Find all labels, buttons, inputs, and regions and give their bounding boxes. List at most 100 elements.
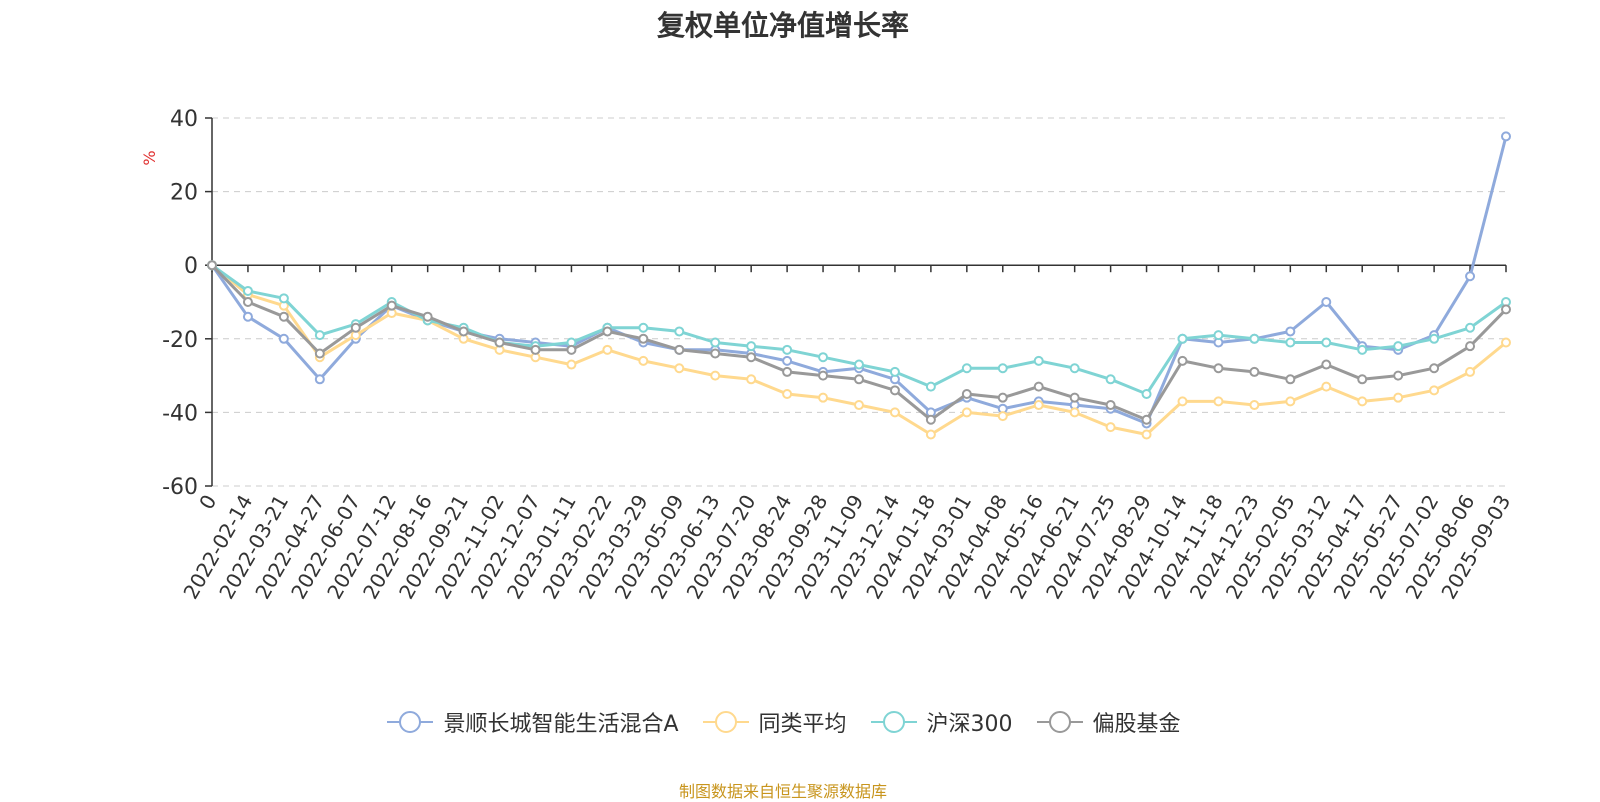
data-point-2	[1249, 333, 1260, 344]
legend: 景顺长城智能生活混合A 同类平均 沪深300 偏股基金	[0, 706, 1566, 738]
legend-label: 景顺长城智能生活混合A	[443, 712, 679, 737]
chart-title: 复权单位净值增长率	[656, 9, 909, 42]
y-tick-label: 0	[184, 254, 198, 279]
data-point-3	[782, 366, 793, 377]
data-point-3	[350, 322, 361, 333]
data-point-1	[1177, 396, 1188, 407]
data-point-1	[1321, 381, 1332, 392]
data-point-3	[1141, 414, 1152, 425]
line-chart: 40200-20-40-60%02022-02-142022-03-212022…	[140, 107, 1515, 603]
data-point-2	[1033, 355, 1044, 366]
data-point-0	[782, 355, 793, 366]
data-point-1	[889, 407, 900, 418]
data-point-1	[1213, 396, 1224, 407]
data-point-1	[566, 359, 577, 370]
data-point-1	[746, 374, 757, 385]
data-point-3	[1033, 381, 1044, 392]
data-point-0	[1321, 297, 1332, 307]
data-point-0	[242, 311, 253, 322]
data-point-2	[1177, 333, 1188, 344]
data-point-1	[1465, 366, 1476, 377]
legend-marker-icon	[702, 711, 749, 733]
data-point-3	[458, 326, 469, 337]
data-point-2	[710, 337, 721, 348]
data-point-2	[1357, 344, 1368, 355]
legend-item-2[interactable]: 沪深300	[869, 706, 1013, 738]
y-tick-label: -20	[162, 328, 198, 353]
data-point-2	[818, 352, 829, 363]
data-point-3	[818, 370, 829, 381]
legend-label: 偏股基金	[1092, 712, 1181, 737]
data-point-2	[1213, 330, 1224, 341]
data-point-1	[818, 392, 829, 403]
data-point-2	[961, 363, 972, 374]
data-point-2	[1465, 322, 1476, 333]
legend-item-0[interactable]: 景顺长城智能生活混合A	[385, 706, 679, 738]
data-point-2	[746, 341, 757, 352]
data-point-1	[1141, 429, 1152, 440]
data-point-2	[1069, 363, 1080, 374]
data-point-3	[1213, 363, 1224, 374]
data-point-3	[889, 385, 900, 396]
data-point-2	[997, 363, 1008, 374]
data-point-0	[278, 333, 289, 344]
data-point-3	[746, 352, 757, 363]
data-point-1	[674, 363, 685, 374]
y-tick-label: -40	[162, 401, 198, 426]
data-point-3	[386, 300, 397, 311]
data-point-3	[1465, 341, 1476, 352]
data-point-1	[1105, 422, 1116, 433]
data-point-3	[566, 344, 577, 355]
data-point-3	[1429, 363, 1440, 374]
data-point-3	[530, 344, 541, 355]
data-point-3	[710, 348, 721, 359]
data-point-0	[1465, 271, 1476, 282]
data-point-2	[782, 344, 793, 355]
legend-item-1[interactable]: 同类平均	[701, 706, 847, 738]
data-point-0	[1501, 131, 1511, 142]
data-point-2	[889, 366, 900, 377]
data-point-3	[1249, 366, 1260, 377]
data-point-2	[1141, 389, 1152, 399]
data-point-3	[207, 260, 217, 271]
data-point-2	[638, 322, 649, 333]
data-point-3	[1393, 370, 1404, 381]
legend-label: 沪深300	[926, 712, 1013, 737]
data-point-0	[1285, 326, 1296, 337]
data-point-2	[278, 293, 289, 304]
source-note: 制图数据来自恒生聚源数据库	[678, 782, 887, 801]
legend-item-3[interactable]: 偏股基金	[1035, 706, 1181, 738]
y-tick-label: 20	[170, 181, 198, 206]
legend-label: 同类平均	[758, 712, 847, 737]
data-point-1	[1285, 396, 1296, 407]
y-tick-label: 40	[170, 107, 198, 132]
data-point-1	[602, 344, 613, 355]
data-point-1	[854, 400, 864, 411]
data-point-2	[854, 359, 864, 370]
data-point-3	[494, 337, 505, 348]
data-point-1	[1393, 392, 1404, 403]
data-point-3	[1105, 400, 1116, 411]
data-point-2	[1429, 333, 1440, 344]
data-point-1	[1033, 400, 1044, 411]
data-point-3	[997, 392, 1008, 403]
data-point-3	[674, 344, 685, 355]
data-point-2	[314, 330, 325, 341]
data-point-1	[638, 355, 649, 366]
data-point-2	[1105, 374, 1116, 385]
data-point-1	[1069, 407, 1080, 418]
data-point-3	[1285, 374, 1296, 385]
data-point-1	[1501, 337, 1511, 348]
data-point-3	[278, 311, 289, 322]
data-point-0	[314, 374, 325, 385]
data-point-3	[1321, 359, 1332, 370]
legend-marker-icon	[870, 711, 917, 733]
data-point-1	[997, 411, 1008, 422]
data-point-3	[854, 374, 864, 385]
data-point-3	[961, 389, 972, 399]
data-point-3	[925, 414, 936, 425]
data-point-2	[1285, 337, 1296, 348]
x-tick-label: 0	[194, 491, 221, 514]
data-point-3	[242, 297, 253, 307]
y-tick-label: -60	[162, 475, 198, 500]
